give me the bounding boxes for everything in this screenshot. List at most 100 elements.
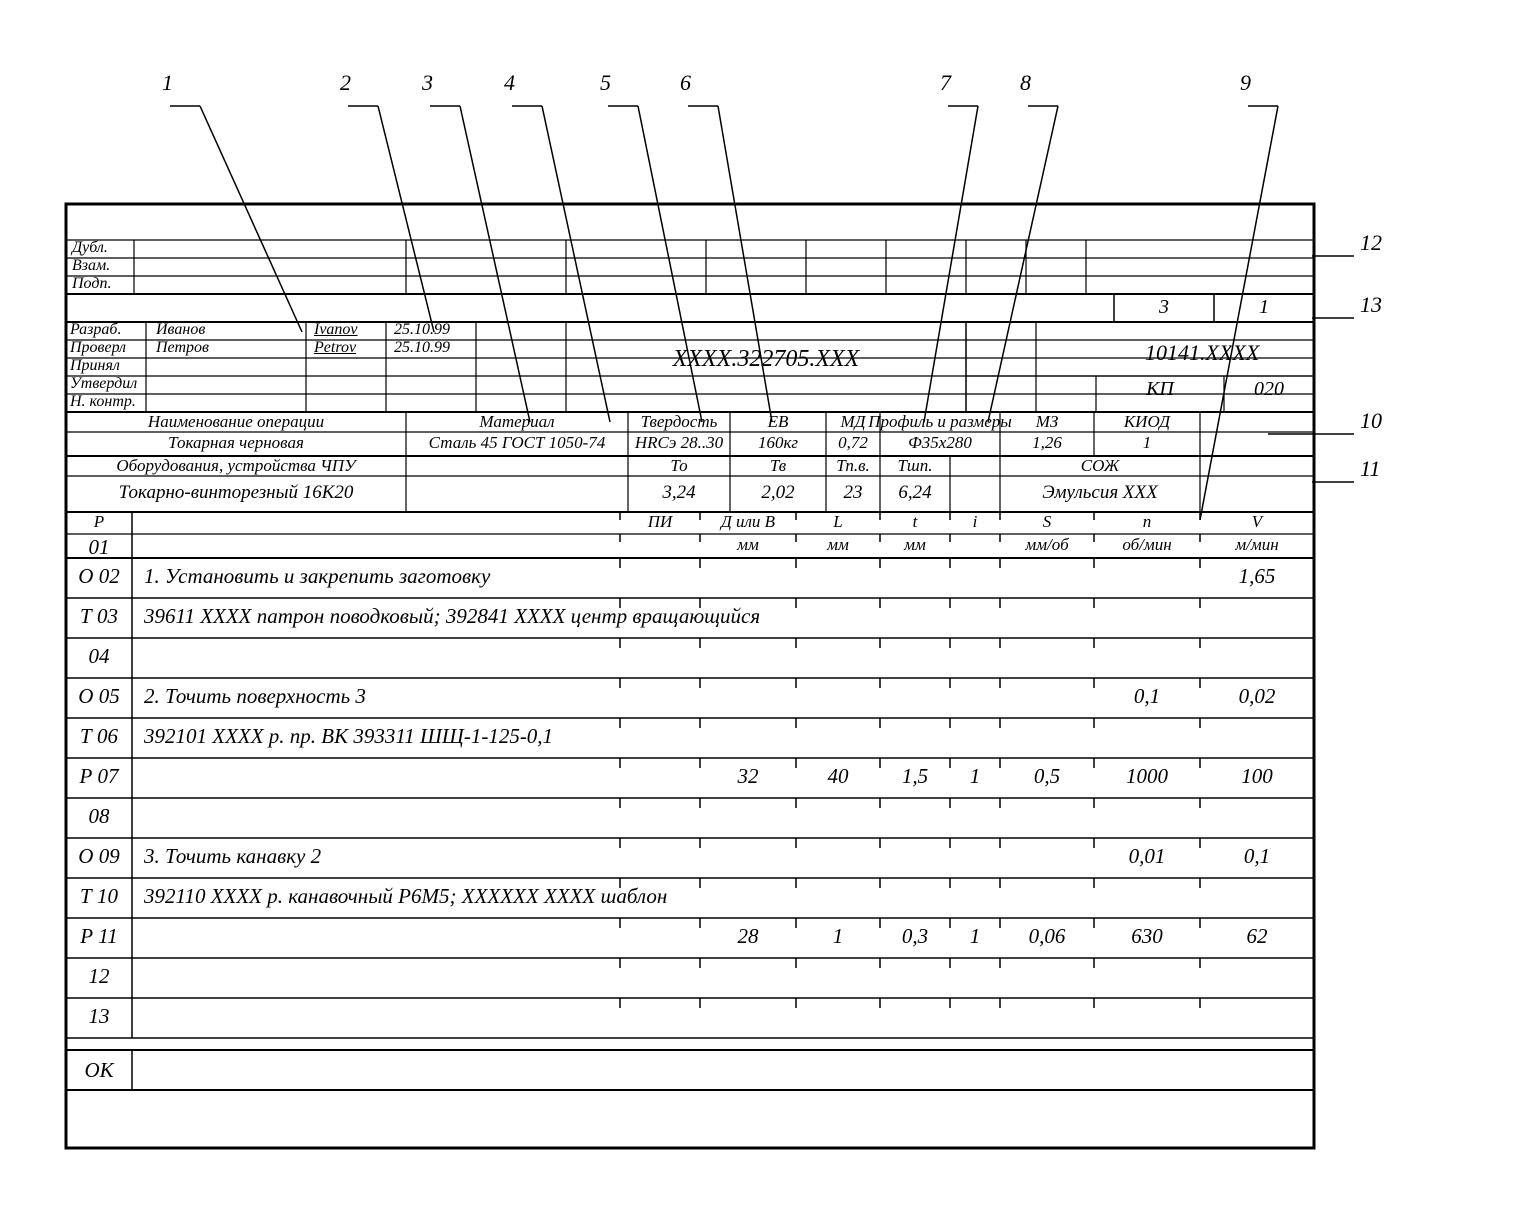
row-num: Р 11 xyxy=(80,924,118,949)
hdr2-label: Оборудования, устройства ЧПУ xyxy=(116,456,355,476)
sig-role: Н. контр. xyxy=(70,393,136,411)
footer-ok: ОК xyxy=(84,1058,113,1083)
sig-role: Утвердил xyxy=(70,375,137,393)
cell-l: 40 xyxy=(828,764,849,789)
hdr1-value: Сталь 45 ГОСТ 1050-74 xyxy=(429,433,606,453)
col-label: n xyxy=(1143,512,1152,532)
cell-t: 0,3 xyxy=(902,924,928,949)
row-text: 2. Точить поверхность 3 xyxy=(144,684,366,709)
cell-d: 32 xyxy=(738,764,759,789)
col-unit: мм xyxy=(737,535,759,555)
row-text: 3. Точить канавку 2 xyxy=(144,844,321,869)
col-label: V xyxy=(1252,512,1262,532)
hdr1-value: Токарная черновая xyxy=(168,433,304,453)
cell-n: 630 xyxy=(1131,924,1163,949)
hdr1-value: 1 xyxy=(1143,433,1152,453)
row-num: 01 xyxy=(89,535,110,560)
callout-number: 10 xyxy=(1360,408,1382,434)
hdr1-label: ЕВ xyxy=(768,412,789,432)
hdr2-value: 3,24 xyxy=(662,482,695,504)
cell-s: 0,5 xyxy=(1034,764,1060,789)
hdr1-value: 1,26 xyxy=(1032,433,1062,453)
cell-v: 100 xyxy=(1241,764,1273,789)
cell-v: 62 xyxy=(1247,924,1268,949)
hdr1-label: Наименование операции xyxy=(148,412,324,432)
col-unit: об/мин xyxy=(1122,535,1171,555)
row-num: Т 06 xyxy=(80,724,118,749)
row-num: Т 03 xyxy=(80,604,118,629)
sig-role: Разраб. xyxy=(70,321,121,339)
hdr1-label: МЗ xyxy=(1036,412,1059,432)
hdr2-value: Токарно-винторезный 16К20 xyxy=(119,482,354,504)
callout-number: 11 xyxy=(1360,456,1380,482)
cell-v: 0,02 xyxy=(1239,684,1276,709)
col-unit: мм xyxy=(904,535,926,555)
callout-number: 7 xyxy=(940,70,951,96)
row-num: 13 xyxy=(89,1004,110,1029)
sig-signature: Ivanov xyxy=(314,321,358,339)
hdr1-value: 0,72 xyxy=(838,433,868,453)
cell-s: 0,06 xyxy=(1029,924,1066,949)
row-num: Т 10 xyxy=(80,884,118,909)
hdr2-label: Тшп. xyxy=(897,456,932,476)
hdr2-value: 23 xyxy=(844,482,863,504)
hdr1-label: МД xyxy=(841,412,866,432)
col-label: L xyxy=(833,512,842,532)
sig-date: 25.10.99 xyxy=(394,321,450,339)
row-num: 08 xyxy=(89,804,110,829)
cell-d: 28 xyxy=(738,924,759,949)
sig-signature: Petrov xyxy=(314,339,356,357)
callout-number: 13 xyxy=(1360,292,1382,318)
row-num: О 09 xyxy=(78,844,119,869)
cell-n: 0,01 xyxy=(1129,844,1166,869)
code-right: 10141.XXXX xyxy=(1145,340,1259,366)
box-1: 1 xyxy=(1259,296,1269,319)
col-unit: м/мин xyxy=(1235,535,1278,555)
cell-v: 1,65 xyxy=(1239,564,1276,589)
callout-number: 3 xyxy=(422,70,433,96)
hdr2-value: 2,02 xyxy=(761,482,794,504)
callout-number: 9 xyxy=(1240,70,1251,96)
row-num: О 05 xyxy=(78,684,119,709)
callout-number: 6 xyxy=(680,70,691,96)
col-label: S xyxy=(1043,512,1052,532)
cell-n: 0,1 xyxy=(1134,684,1160,709)
callout-number: 5 xyxy=(600,70,611,96)
strip-label: Дубл. xyxy=(72,239,108,257)
hdr1-label: Твердость xyxy=(641,412,718,432)
row-text: 392101 XXXX р. пр. ВК 393311 ШЩ-1-125-0,… xyxy=(144,724,553,749)
sheet: 12345678912131011Дубл.Взам.Подп.31Разраб… xyxy=(0,0,1529,1211)
sig-name: Петров xyxy=(156,339,209,357)
col-label: Д или В xyxy=(721,512,775,532)
sig-role: Проверл xyxy=(70,339,126,357)
box-3: 3 xyxy=(1159,296,1169,319)
callout-number: 12 xyxy=(1360,230,1382,256)
sig-role: Принял xyxy=(70,357,120,375)
strip-label: Подп. xyxy=(72,275,111,293)
hdr1-label: Материал xyxy=(479,412,554,432)
hdr1-label: КИОД xyxy=(1124,412,1170,432)
hdr1-value: Ф35х280 xyxy=(908,433,972,453)
callout-number: 4 xyxy=(504,70,515,96)
kp-label: КП xyxy=(1146,378,1174,401)
col-unit: мм/об xyxy=(1025,535,1068,555)
hdr1-value: 160кг xyxy=(758,433,798,453)
row-num: О 02 xyxy=(78,564,119,589)
callout-number: 8 xyxy=(1020,70,1031,96)
col-unit: мм xyxy=(827,535,849,555)
row-text: 1. Установить и закрепить заготовку xyxy=(144,564,490,589)
hdr2-value: 6,24 xyxy=(898,482,931,504)
box-020: 020 xyxy=(1254,378,1284,401)
hdr1-value: HRCэ 28..30 xyxy=(635,433,723,453)
cell-t: 1,5 xyxy=(902,764,928,789)
col-label: t xyxy=(913,512,918,532)
col-label: ПИ xyxy=(648,512,673,532)
strip-label: Взам. xyxy=(72,257,110,275)
cell-i: 1 xyxy=(970,764,981,789)
cell-v: 0,1 xyxy=(1244,844,1270,869)
row-text: 39611 XXXX патрон поводковый; 392841 XXX… xyxy=(144,604,760,629)
hdr2-label: СОЖ xyxy=(1081,456,1120,476)
sig-date: 25.10.99 xyxy=(394,339,450,357)
cell-i: 1 xyxy=(970,924,981,949)
hdr2-value: Эмульсия XXX xyxy=(1042,482,1157,504)
